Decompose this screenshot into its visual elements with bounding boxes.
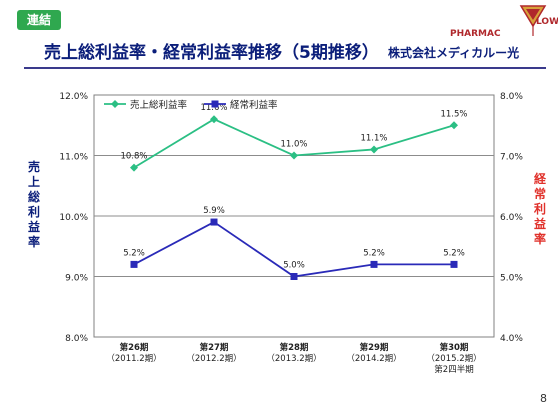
data-point bbox=[370, 145, 378, 154]
data-point bbox=[290, 273, 298, 280]
y-tick-label-left: 8.0% bbox=[65, 334, 88, 344]
series-layer: 10.8% 11.6% 11.0% 11.1% 11.5% 5.2% 5.9% 5.0% 5.2… bbox=[120, 103, 468, 280]
data-label: 11.1% bbox=[360, 133, 387, 143]
legend-marker bbox=[211, 100, 219, 108]
y-tick-label-left: 10.0% bbox=[59, 213, 88, 223]
x-tick-label: （2012.2期） bbox=[186, 353, 241, 364]
data-label: 5.9% bbox=[203, 206, 225, 216]
x-tick-label: 第26期 bbox=[120, 342, 149, 353]
x-tick-label: 第27期 bbox=[200, 342, 229, 353]
page-number: 8 bbox=[540, 392, 547, 405]
data-point bbox=[450, 260, 458, 268]
consolidated-badge: 連結 bbox=[17, 10, 61, 30]
y-tick-label-left: 9.0% bbox=[65, 274, 88, 284]
x-tick-label: 第28期 bbox=[280, 342, 309, 353]
x-tick-label: 第30期 bbox=[440, 342, 469, 353]
y-tick-label-right: 4.0% bbox=[500, 334, 523, 344]
data-label: 11.5% bbox=[440, 109, 467, 119]
x-tick-label: 第29期 bbox=[360, 342, 389, 353]
x-tick-label: （2015.2期） bbox=[426, 353, 481, 364]
grid bbox=[93, 94, 495, 338]
data-label: 5.2% bbox=[363, 248, 385, 258]
x-tick-label: （2014.2期） bbox=[346, 353, 401, 364]
legend-label: 経常利益率 bbox=[230, 99, 278, 111]
data-label: 10.8% bbox=[120, 152, 147, 162]
y-tick-label-right: 8.0% bbox=[500, 92, 523, 102]
svg-text:LOWER: LOWER bbox=[536, 17, 558, 27]
y-axis-label-left: 売上総利益率 bbox=[27, 160, 40, 249]
data-label: 5.2% bbox=[123, 248, 145, 258]
y-tick-label-left: 11.0% bbox=[59, 153, 88, 163]
data-point bbox=[210, 115, 218, 124]
x-tick-label: （2013.2期） bbox=[266, 353, 321, 364]
x-tick-label: 第2四半期 bbox=[434, 364, 473, 375]
y-tick-label-right: 6.0% bbox=[500, 213, 523, 223]
data-label: 5.0% bbox=[283, 261, 305, 271]
legend-marker bbox=[111, 100, 119, 108]
y-tick-label-right: 7.0% bbox=[500, 153, 523, 163]
pharmacy-flower-logo: PHARMAC LOWER bbox=[450, 5, 558, 39]
data-point bbox=[210, 218, 218, 226]
data-label: 5.2% bbox=[443, 248, 465, 258]
y-tick-label-right: 5.0% bbox=[500, 274, 523, 284]
svg-text:PHARMAC: PHARMAC bbox=[450, 29, 501, 39]
data-point bbox=[370, 260, 378, 268]
data-label: 11.0% bbox=[280, 140, 307, 150]
data-point bbox=[450, 121, 458, 130]
y-tick-label-left: 12.0% bbox=[59, 92, 88, 102]
y-axis-label-right: 経常利益率 bbox=[533, 172, 546, 246]
legend: 売上総利益率 経常利益率 bbox=[104, 99, 278, 111]
axes: 8.0% 4.0% 9.0% 5.0% 10.0% 6.0% 11.0% 7.0% 12.0% 8… bbox=[59, 92, 523, 375]
page-title: 売上総利益率・経常利益率推移（5期推移） bbox=[44, 43, 379, 63]
data-label: 11.6% bbox=[200, 103, 227, 113]
data-point bbox=[290, 151, 298, 160]
company-name: 株式会社メディカルー光 bbox=[388, 46, 520, 60]
x-tick-label: （2011.2期） bbox=[106, 353, 161, 364]
data-point bbox=[130, 260, 138, 268]
legend-label: 売上総利益率 bbox=[130, 99, 188, 111]
header-rule bbox=[24, 67, 546, 69]
data-point bbox=[130, 163, 138, 172]
